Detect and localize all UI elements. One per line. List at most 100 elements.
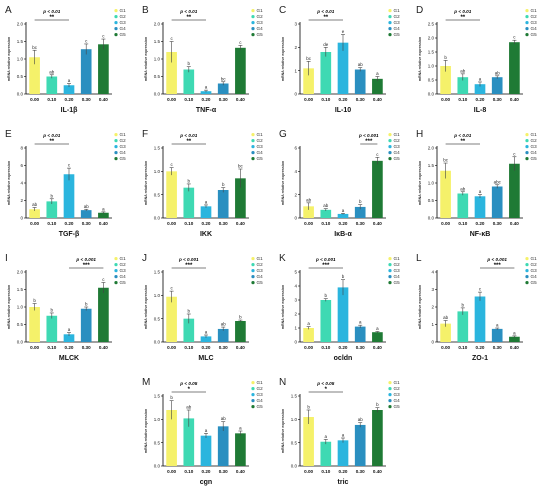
y-tick-label: 1.0 bbox=[428, 64, 435, 69]
bar bbox=[491, 77, 503, 94]
legend-label: G3 bbox=[120, 20, 127, 25]
panel-letter: A bbox=[5, 5, 12, 16]
x-axis-label: IκB-α bbox=[334, 231, 352, 238]
legend-marker bbox=[251, 21, 255, 25]
bar bbox=[337, 287, 349, 342]
significance-letter: ab bbox=[358, 62, 364, 67]
x-tick-label: 0.40 bbox=[236, 97, 245, 102]
panel-letter: E bbox=[5, 129, 12, 140]
legend-marker bbox=[388, 21, 392, 25]
significance-letter: b bbox=[462, 302, 465, 307]
legend-marker bbox=[251, 381, 255, 385]
y-tick-label: 3 bbox=[431, 287, 434, 292]
x-tick-label: 0.10 bbox=[47, 221, 56, 226]
significance-letter: b bbox=[170, 395, 173, 400]
legend-marker bbox=[388, 281, 392, 285]
x-axis-label: TNF-α bbox=[196, 107, 217, 114]
x-tick-label: 0.20 bbox=[476, 345, 485, 350]
bar bbox=[46, 201, 58, 218]
legend-label: G3 bbox=[394, 392, 401, 397]
p-value-label: p < 0.01 bbox=[42, 9, 60, 14]
p-value-label: p < 0.01 bbox=[179, 9, 197, 14]
bar bbox=[166, 296, 177, 342]
bar bbox=[354, 326, 366, 342]
bar bbox=[63, 85, 75, 94]
significance-letter: ab bbox=[495, 70, 501, 75]
significance-stars: ** bbox=[49, 15, 54, 21]
bar bbox=[509, 336, 520, 342]
x-tick-label: 0.30 bbox=[356, 469, 365, 474]
x-tick-label: 0.20 bbox=[476, 221, 485, 226]
x-tick-label: 0.20 bbox=[202, 97, 211, 102]
legend-label: G1 bbox=[394, 8, 401, 13]
significance-stars: *** bbox=[322, 263, 330, 269]
y-tick-label: 2.0 bbox=[154, 22, 161, 27]
significance-letter: b bbox=[239, 315, 242, 320]
bar bbox=[372, 410, 383, 466]
legend-marker bbox=[388, 27, 392, 31]
bar bbox=[320, 52, 332, 94]
legend-marker bbox=[114, 269, 118, 273]
significance-letter: c bbox=[170, 286, 173, 291]
significance-letter: a bbox=[479, 189, 482, 194]
panel-letter: I bbox=[5, 253, 8, 264]
p-value-label: p < 0.01 bbox=[316, 9, 334, 14]
significance-letter: b bbox=[307, 405, 310, 410]
bar bbox=[98, 287, 109, 342]
legend-label: G2 bbox=[394, 386, 401, 391]
x-tick-label: 0.10 bbox=[321, 469, 330, 474]
significance-letter: a bbox=[496, 323, 499, 328]
x-tick-label: 0.30 bbox=[356, 221, 365, 226]
y-tick-label: 0.0 bbox=[428, 92, 435, 97]
legend-label: G3 bbox=[257, 268, 264, 273]
x-tick-label: 0.30 bbox=[493, 221, 502, 226]
bar bbox=[491, 328, 503, 342]
panel-letter: K bbox=[279, 253, 286, 264]
significance-letter: b bbox=[222, 182, 225, 187]
legend-label: G2 bbox=[394, 14, 401, 19]
y-axis-label: mRNA relative expression bbox=[281, 409, 285, 453]
significance-stars: ** bbox=[323, 15, 328, 21]
legend-marker bbox=[251, 387, 255, 391]
x-tick-label: 0.00 bbox=[30, 345, 39, 350]
bar bbox=[235, 433, 246, 466]
legend-marker bbox=[525, 133, 529, 137]
y-tick-label: 6 bbox=[20, 163, 23, 168]
x-tick-label: 0.10 bbox=[458, 345, 467, 350]
x-tick-label: 0.20 bbox=[65, 345, 74, 350]
y-tick-label: 0.5 bbox=[428, 78, 435, 83]
y-tick-label: 4 bbox=[20, 181, 23, 186]
legend-label: G1 bbox=[257, 256, 264, 261]
significance-letter: a bbox=[342, 208, 345, 213]
y-tick-label: 4 bbox=[294, 284, 297, 289]
legend-label: G5 bbox=[257, 404, 264, 409]
legend-label: G2 bbox=[120, 262, 127, 267]
significance-letter: b bbox=[342, 274, 345, 279]
legend-label: G3 bbox=[531, 144, 538, 149]
x-tick-label: 0.30 bbox=[493, 97, 502, 102]
significance-letter: b bbox=[444, 55, 447, 60]
significance-letter: a bbox=[68, 78, 71, 83]
bar bbox=[474, 296, 486, 342]
y-tick-label: 0.0 bbox=[154, 216, 161, 221]
legend-marker bbox=[525, 275, 529, 279]
y-tick-label: 0.5 bbox=[154, 440, 161, 445]
legend-label: G5 bbox=[394, 156, 401, 161]
legend-label: G4 bbox=[394, 150, 401, 155]
legend-label: G1 bbox=[120, 132, 127, 137]
legend-label: G3 bbox=[394, 20, 401, 25]
y-tick-label: 0.5 bbox=[17, 74, 24, 79]
bar bbox=[337, 213, 349, 218]
x-tick-label: 0.20 bbox=[339, 345, 348, 350]
bar bbox=[183, 187, 195, 218]
legend-marker bbox=[525, 269, 529, 273]
significance-letter: a bbox=[102, 206, 105, 211]
y-axis-label: mRNA relative expression bbox=[7, 285, 11, 329]
y-tick-label: 1.0 bbox=[154, 417, 161, 422]
y-tick-label: 0.0 bbox=[17, 92, 24, 97]
x-axis-label: IL-10 bbox=[335, 107, 351, 114]
bar bbox=[200, 206, 212, 218]
significance-letter: b bbox=[85, 302, 88, 307]
